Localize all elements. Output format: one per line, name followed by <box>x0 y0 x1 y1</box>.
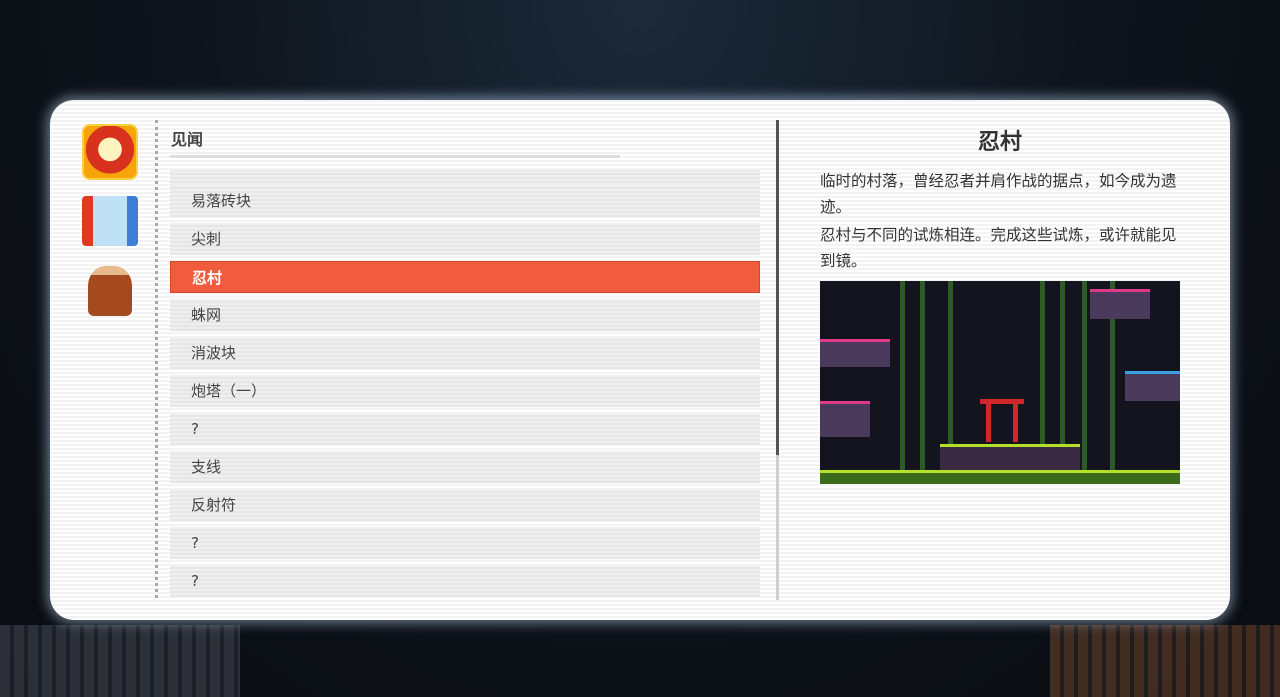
list-item[interactable]: 消波块 <box>170 337 760 369</box>
map-scroll-icon[interactable] <box>82 196 138 246</box>
entry-list: 易落砖块 尖刺 忍村 蛛网 消波块 炮塔（一） ? 支线 反射符 ? ? <box>170 170 760 598</box>
list-item[interactable]: 易落砖块 <box>170 185 760 217</box>
tree-stump-icon[interactable] <box>88 266 132 316</box>
list-item[interactable]: 尖刺 <box>170 223 760 255</box>
scrollbar[interactable] <box>776 120 779 600</box>
header-underline <box>170 155 620 158</box>
list-item[interactable]: 炮塔（一） <box>170 375 760 407</box>
description-paragraph: 临时的村落，曾经忍者并肩作战的据点，如今成为遗迹。 <box>820 172 1177 216</box>
list-item[interactable]: 支线 <box>170 451 760 483</box>
ground-tiles <box>1050 625 1280 697</box>
list-item[interactable] <box>170 170 760 187</box>
list-item[interactable]: ? <box>170 413 760 445</box>
detail-description: 临时的村落，曾经忍者并肩作战的据点，如今成为遗迹。 忍村与不同的试炼相连。完成这… <box>820 168 1182 276</box>
description-paragraph: 忍村与不同的试炼相连。完成这些试炼，或许就能见到镜。 <box>820 226 1177 270</box>
list-item[interactable]: ? <box>170 527 760 559</box>
list-item[interactable]: 反射符 <box>170 489 760 521</box>
detail-title: 忍村 <box>977 130 1022 155</box>
list-header: 见闻 <box>171 130 204 149</box>
list-item-selected[interactable]: 忍村 <box>170 261 760 293</box>
list-item[interactable]: 蛛网 <box>170 299 760 331</box>
ground-tiles <box>0 625 240 697</box>
scrollbar-thumb[interactable] <box>776 120 779 455</box>
location-preview-image <box>820 281 1180 484</box>
torii-gate <box>980 399 1024 442</box>
divider <box>155 120 158 598</box>
daruma-icon[interactable] <box>82 124 138 180</box>
encyclopedia-panel: 见闻 易落砖块 尖刺 忍村 蛛网 消波块 炮塔（一） ? 支线 反射符 ? ? … <box>50 100 1230 620</box>
list-item[interactable]: ? <box>170 565 760 597</box>
